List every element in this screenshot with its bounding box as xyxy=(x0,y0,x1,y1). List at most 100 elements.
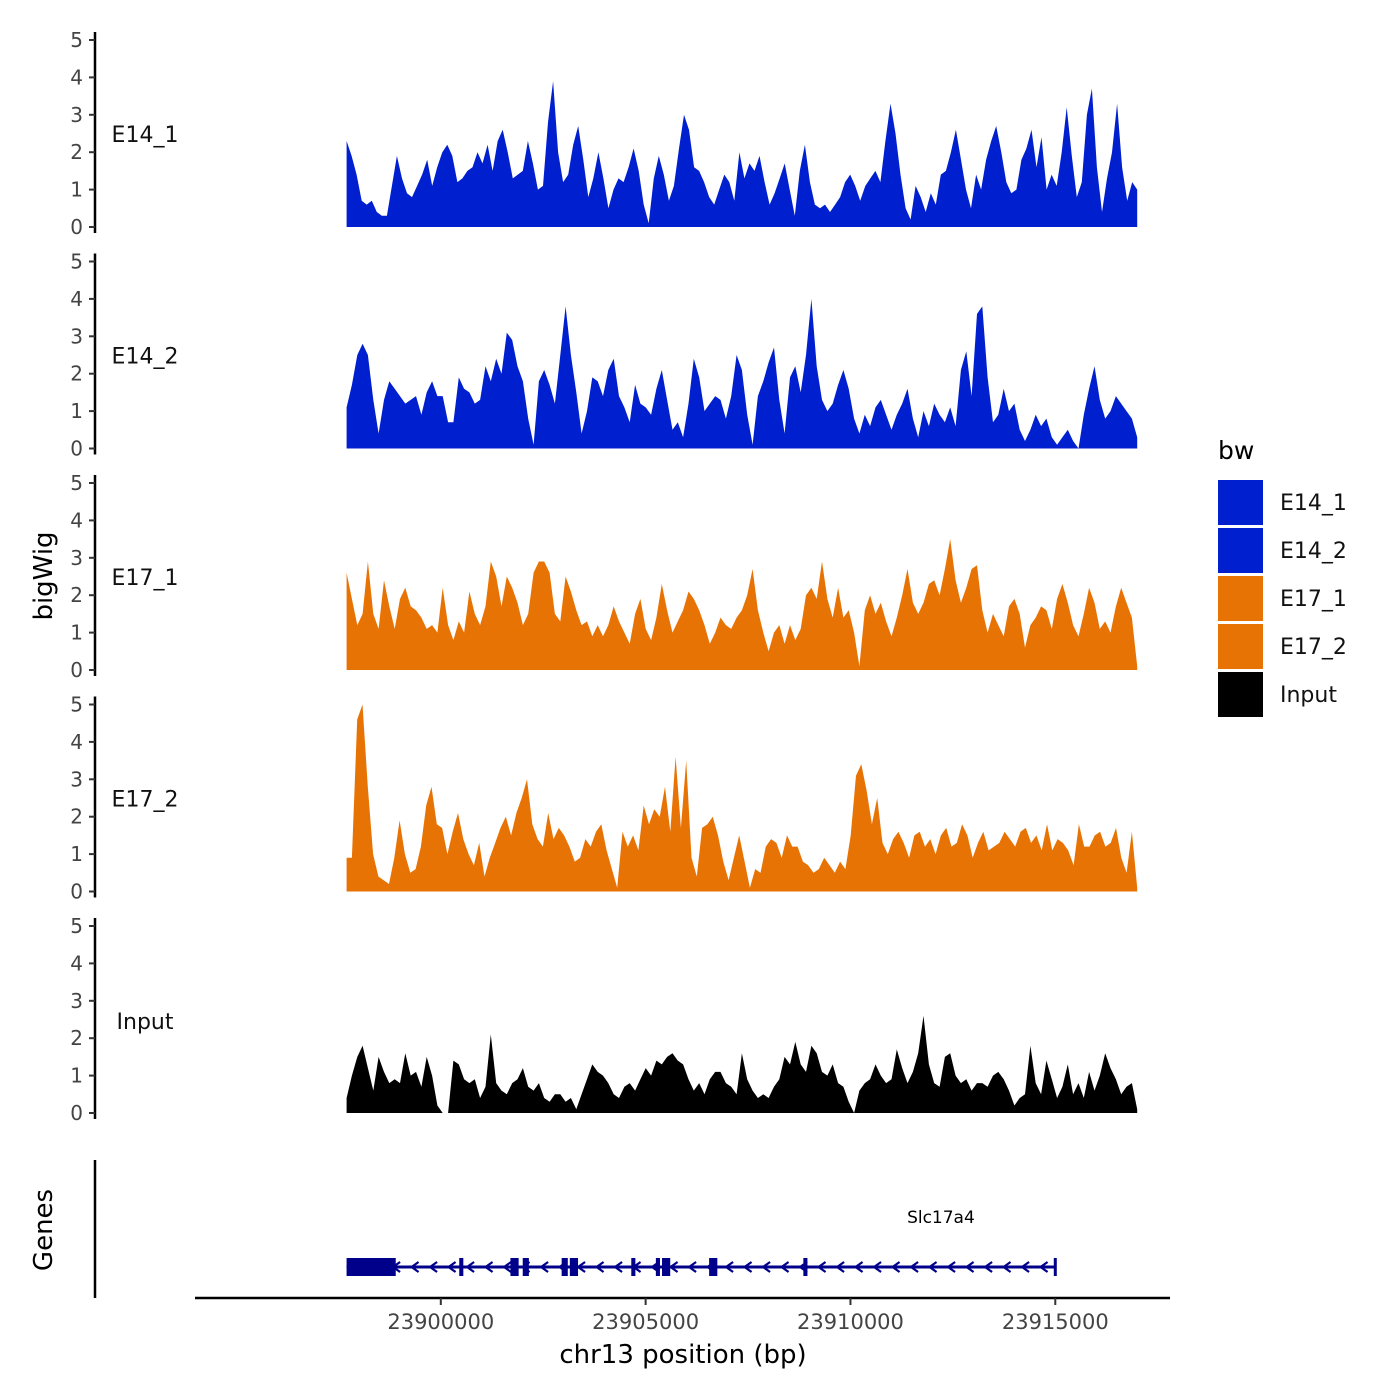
y-tick-label: 5 xyxy=(70,693,83,717)
strand-arrow xyxy=(409,1261,420,1273)
gene-exon xyxy=(803,1258,808,1276)
track-label: E14_2 xyxy=(112,345,179,370)
legend-label: E17_1 xyxy=(1280,587,1347,612)
y-tick-label: 0 xyxy=(70,658,83,682)
strand-arrow xyxy=(946,1261,956,1273)
y-tick-label: 1 xyxy=(70,621,83,645)
track-E14_1: 0 1 2 3 4 5 E14_1 xyxy=(70,28,1138,239)
strand-arrow xyxy=(1001,1261,1012,1273)
y-tick-label: 4 xyxy=(70,287,83,311)
y-tick-label: 0 xyxy=(70,880,83,904)
strand-arrow xyxy=(668,1261,679,1273)
y-tick-label: 4 xyxy=(70,508,83,532)
strand-arrow xyxy=(483,1261,494,1273)
legend: bw E14_1 E14_2 E17_1 E17_2 Input xyxy=(1218,436,1347,717)
y-tick-label: 4 xyxy=(70,65,83,89)
y-tick-label: 5 xyxy=(70,28,83,52)
strand-arrow xyxy=(576,1261,586,1273)
legend-label: Input xyxy=(1280,683,1337,708)
y-tick-label: 5 xyxy=(70,471,83,495)
y-axis-title: bigWig xyxy=(29,531,59,620)
gene-exon xyxy=(561,1258,568,1276)
legend-swatch-E17_1 xyxy=(1218,576,1263,621)
coverage-area-E17_1 xyxy=(346,539,1138,670)
y-tick-label: 3 xyxy=(70,546,83,570)
track-label: E17_2 xyxy=(112,788,179,813)
strand-arrow xyxy=(779,1261,790,1273)
strand-arrow xyxy=(761,1261,771,1273)
x-tick-label: 23905000 xyxy=(592,1310,699,1334)
legend-swatch-Input xyxy=(1218,672,1263,717)
y-tick-label: 2 xyxy=(70,1026,83,1050)
legend-swatch-E14_2 xyxy=(1218,528,1263,573)
legend-label: E17_2 xyxy=(1280,635,1347,660)
y-tick-label: 0 xyxy=(70,1101,83,1125)
track-Input: 0 1 2 3 4 5 Input xyxy=(70,914,1138,1125)
y-tick-label: 1 xyxy=(70,1064,83,1088)
x-axis: 23900000 23905000 23910000 23915000 xyxy=(195,1296,1170,1334)
y-tick-label: 2 xyxy=(70,805,83,829)
y-tick-label: 1 xyxy=(70,842,83,866)
track-label: Input xyxy=(117,1010,174,1035)
y-tick-label: 3 xyxy=(70,989,83,1013)
strand-arrow xyxy=(594,1261,605,1273)
strand-arrow xyxy=(835,1261,845,1273)
coverage-area-E14_1 xyxy=(346,81,1138,227)
track-E17_1: 0 1 2 3 4 5 E17_1 xyxy=(70,471,1138,682)
x-tick-label: 23915000 xyxy=(1002,1310,1109,1334)
strand-arrow xyxy=(983,1261,993,1273)
strand-arrow xyxy=(890,1261,901,1273)
y-tick-label: 1 xyxy=(70,399,83,423)
y-tick-label: 4 xyxy=(70,730,83,754)
genes-axis-title: Genes xyxy=(29,1189,59,1271)
strand-arrow xyxy=(964,1261,975,1273)
x-tick-label: 23910000 xyxy=(797,1310,904,1334)
gene-exon xyxy=(662,1258,671,1276)
strand-arrow xyxy=(539,1261,549,1273)
gene-exon xyxy=(459,1258,464,1276)
gene-label: Slc17a4 xyxy=(907,1208,975,1228)
gene-exon xyxy=(346,1258,396,1276)
gene-track: Slc17a4 xyxy=(93,1160,1057,1298)
track-label: E17_1 xyxy=(112,566,179,591)
legend-swatch-E14_1 xyxy=(1218,480,1263,525)
gene-exon xyxy=(655,1258,660,1276)
coverage-area-Input xyxy=(346,1015,1138,1113)
strand-arrow xyxy=(853,1261,864,1273)
strand-arrow xyxy=(816,1261,827,1273)
track-label: E14_1 xyxy=(112,123,179,148)
strand-arrow xyxy=(428,1261,438,1273)
legend-title: bw xyxy=(1218,436,1254,465)
y-tick-label: 5 xyxy=(70,250,83,274)
strand-arrow xyxy=(909,1261,919,1273)
gene-exon xyxy=(510,1258,519,1276)
x-axis-title: chr13 position (bp) xyxy=(559,1340,806,1370)
y-tick-label: 3 xyxy=(70,767,83,791)
y-tick-label: 0 xyxy=(70,437,83,461)
y-tick-label: 2 xyxy=(70,140,83,164)
coverage-area-E17_2 xyxy=(346,704,1138,892)
strand-arrow xyxy=(1038,1261,1049,1273)
y-tick-label: 1 xyxy=(70,178,83,202)
coverage-tracks: 0 1 2 3 4 5 E14_1 0 1 2 3 4 5 E14_2 0 1 2 3 4 5 E17_1 0 1 2 3 4 5 E… xyxy=(70,28,1138,1125)
gene-exon xyxy=(631,1258,636,1276)
y-tick-label: 2 xyxy=(70,362,83,386)
y-tick-label: 3 xyxy=(70,103,83,127)
gene-exon xyxy=(569,1258,579,1276)
y-tick-label: 5 xyxy=(70,914,83,938)
gene-exon xyxy=(522,1258,529,1276)
strand-arrow xyxy=(724,1261,734,1273)
legend-label: E14_1 xyxy=(1280,491,1347,516)
track-E14_2: 0 1 2 3 4 5 E14_2 xyxy=(70,250,1138,461)
strand-arrow xyxy=(502,1261,512,1273)
y-tick-label: 3 xyxy=(70,324,83,348)
strand-arrow xyxy=(872,1261,882,1273)
strand-arrow xyxy=(742,1261,753,1273)
legend-swatch-E17_2 xyxy=(1218,624,1263,669)
strand-arrow xyxy=(446,1261,457,1273)
track-E17_2: 0 1 2 3 4 5 E17_2 xyxy=(70,693,1138,904)
y-tick-label: 0 xyxy=(70,215,83,239)
strand-arrow xyxy=(1020,1261,1030,1273)
strand-arrow xyxy=(927,1261,938,1273)
